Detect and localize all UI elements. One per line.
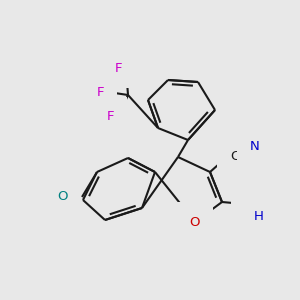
Text: O: O bbox=[58, 190, 68, 203]
Text: O: O bbox=[190, 215, 200, 229]
Text: H: H bbox=[254, 197, 264, 211]
Text: C: C bbox=[230, 151, 240, 164]
Text: H: H bbox=[42, 190, 52, 203]
Text: N: N bbox=[250, 140, 260, 154]
Text: H: H bbox=[254, 209, 264, 223]
Text: .: . bbox=[56, 190, 60, 203]
Text: F: F bbox=[96, 85, 104, 98]
Text: F: F bbox=[106, 110, 114, 124]
Text: F: F bbox=[114, 61, 122, 74]
Text: N: N bbox=[244, 197, 254, 211]
